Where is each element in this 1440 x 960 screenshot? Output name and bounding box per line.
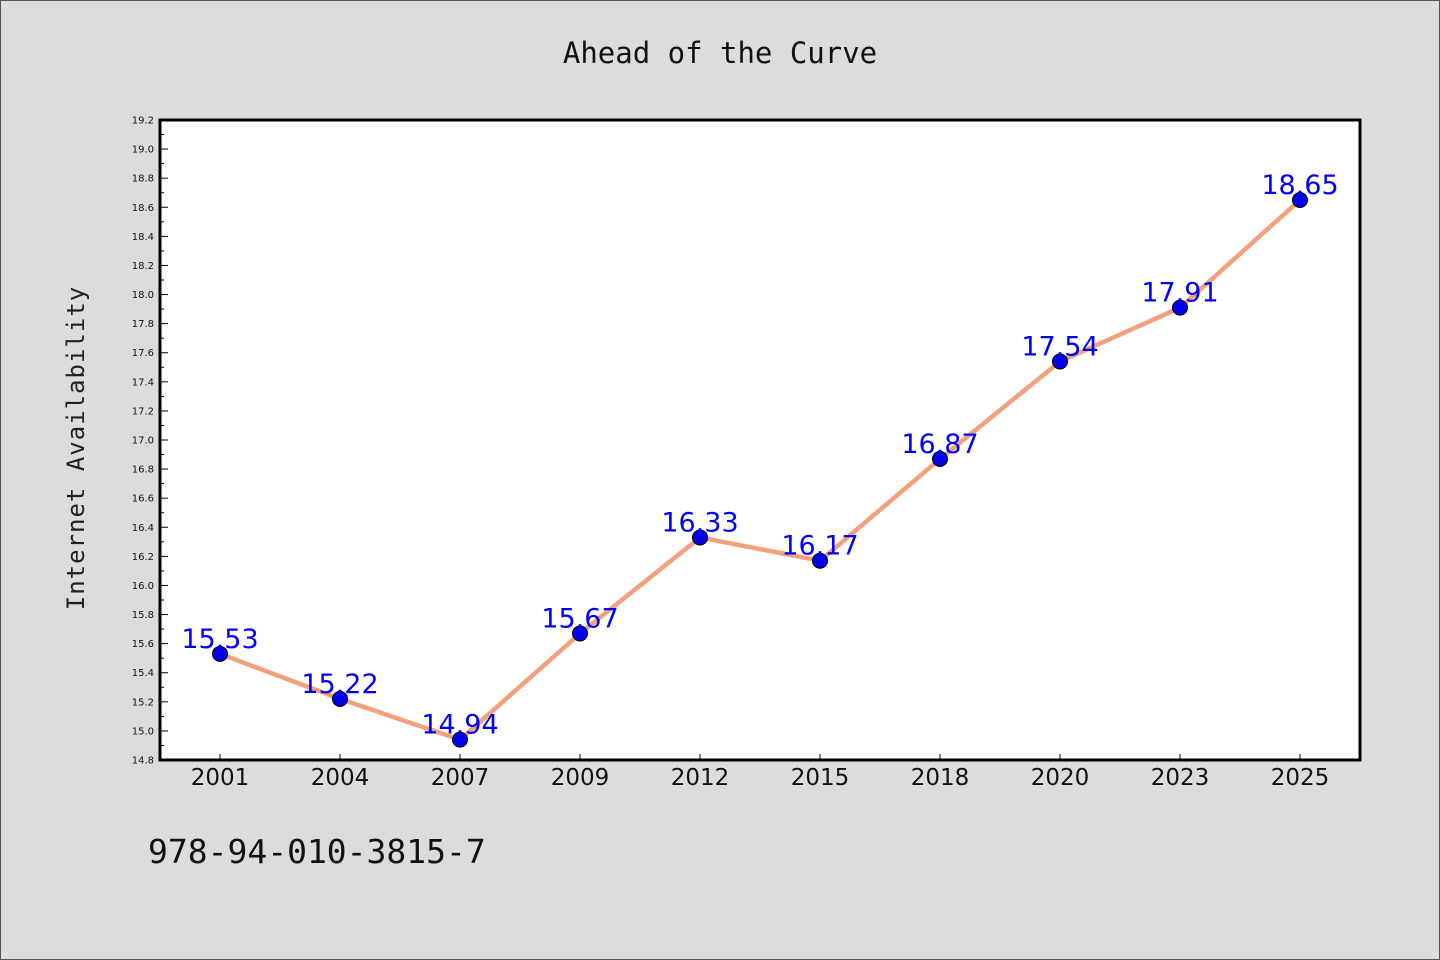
y-tick-label: 18.0 <box>132 290 154 301</box>
data-label: 15.67 <box>541 603 618 634</box>
data-point <box>1292 192 1308 208</box>
y-tick-label: 16.0 <box>132 581 154 592</box>
plot-area <box>158 118 1362 762</box>
data-point <box>932 450 948 467</box>
y-tick-label: 18.8 <box>132 174 154 185</box>
y-tick-label: 15.4 <box>132 668 154 679</box>
data-label: 17.91 <box>1141 278 1218 309</box>
x-tick-label: 2012 <box>671 765 730 791</box>
y-tick-label: 16.2 <box>132 552 154 563</box>
y-tick-label: 15.2 <box>132 697 154 708</box>
y-tick-label: 14.8 <box>132 756 154 767</box>
x-tick-label: 2009 <box>551 765 610 791</box>
x-tick-label: 2023 <box>1151 765 1210 791</box>
data-label: 14.94 <box>421 710 498 741</box>
series-line <box>217 197 1303 742</box>
x-tick-label: 2004 <box>311 765 370 791</box>
data-label: 16.87 <box>901 429 978 460</box>
data-label: 16.33 <box>661 507 738 538</box>
x-tick-label: 2018 <box>911 765 970 791</box>
data-label: 15.22 <box>301 669 378 700</box>
x-tick-label: 2001 <box>191 765 250 791</box>
data-point <box>212 645 228 662</box>
data-point <box>1172 299 1188 316</box>
series-group: 15.53 15.22 14.94 15.67 16.33 16.17 16.87 17.54… <box>181 170 1339 748</box>
y-tick-label: 18.6 <box>132 203 154 214</box>
y-tick-label: 19.2 <box>132 116 154 127</box>
data-point <box>332 690 348 707</box>
y-tick-label: 16.6 <box>132 494 154 505</box>
y-tick-label: 17.0 <box>132 436 154 447</box>
y-tick-label: 15.8 <box>132 610 154 621</box>
y-tick-label: 16.4 <box>132 523 154 534</box>
y-tick-label: 17.4 <box>132 377 154 388</box>
data-label: 18.65 <box>1261 170 1338 201</box>
x-tick-label: 2007 <box>431 765 490 791</box>
x-tick-label: 2020 <box>1031 765 1090 791</box>
data-point <box>572 625 588 642</box>
isbn-text: 978-94-010-3815-7 <box>148 832 486 871</box>
data-point <box>812 552 828 569</box>
y-tick-label: 17.8 <box>132 319 154 330</box>
y-tick-label: 15.0 <box>132 726 154 737</box>
data-point <box>1052 353 1068 370</box>
y-axis-label: Internet Availability <box>62 286 90 610</box>
y-tick-label: 18.4 <box>132 232 154 243</box>
data-point <box>452 731 468 748</box>
chart-title: Ahead of the Curve <box>563 36 877 70</box>
x-tick-label: 2025 <box>1271 765 1330 791</box>
data-label: 17.54 <box>1021 331 1098 362</box>
y-axis-ticks: 14.8 15.0 15.2 15.4 15.6 15.8 16.0 16.2 16.4 16.6… <box>132 116 168 767</box>
y-tick-label: 17.6 <box>132 348 154 359</box>
x-tick-label: 2015 <box>791 765 850 791</box>
data-label: 16.17 <box>781 531 858 562</box>
data-label: 15.53 <box>181 624 258 655</box>
y-tick-label: 16.8 <box>132 465 154 476</box>
y-tick-label: 15.6 <box>132 639 154 650</box>
data-point <box>692 529 708 546</box>
y-tick-label: 19.0 <box>132 145 154 156</box>
y-tick-label: 17.2 <box>132 406 154 417</box>
x-axis-ticks: 2001 2004 2007 2009 2012 2015 2018 2020 2023 2025 <box>191 754 1330 791</box>
y-tick-label: 18.2 <box>132 261 154 272</box>
